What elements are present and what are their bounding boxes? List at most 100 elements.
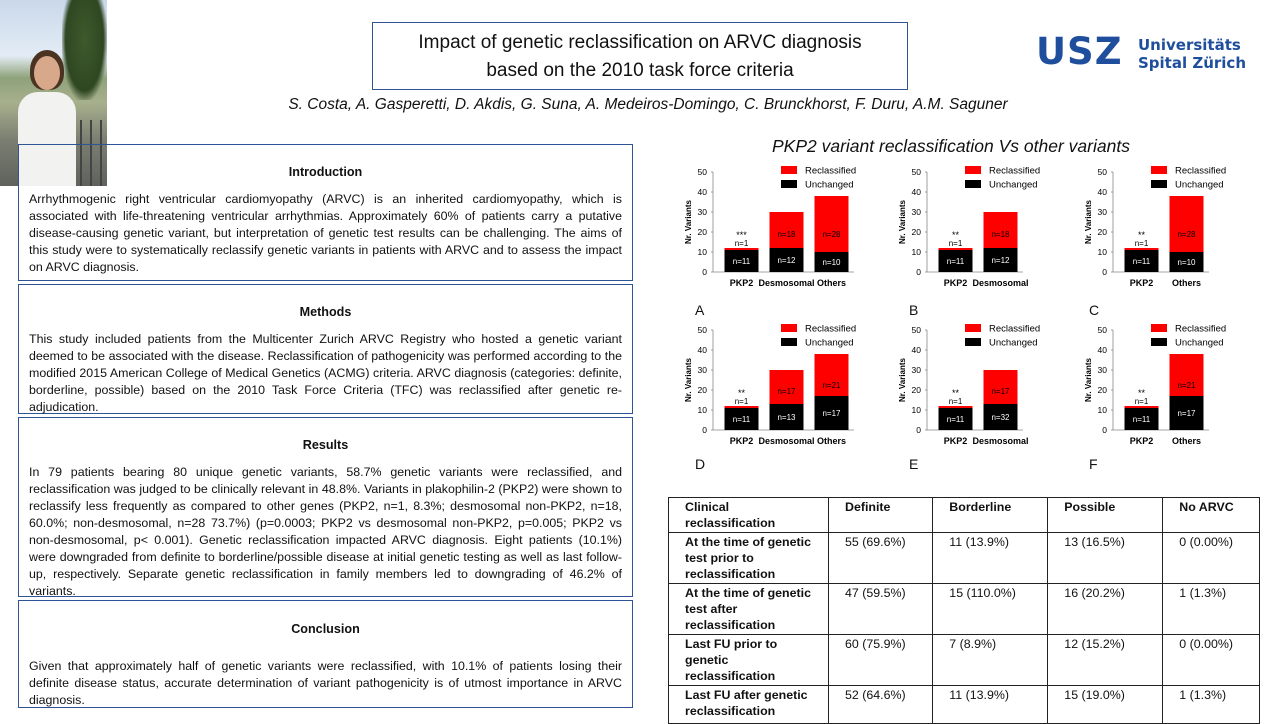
bar-reclassified bbox=[983, 370, 1018, 404]
results-heading: Results bbox=[302, 438, 349, 452]
y-tick-label: 0 bbox=[1102, 425, 1107, 435]
data-label-unchanged: n=13 bbox=[777, 413, 796, 422]
y-tick-label: 10 bbox=[698, 405, 708, 415]
table-cell: 0 (0.00%) bbox=[1162, 532, 1260, 584]
table-header: Clinical reclassification bbox=[668, 497, 829, 533]
y-tick-label: 40 bbox=[1098, 345, 1108, 355]
bar-reclassified bbox=[724, 406, 759, 408]
logo-line-2: Spital Zürich bbox=[1138, 54, 1247, 72]
bar-reclassified bbox=[814, 354, 849, 396]
y-axis-title: Nr. Variants bbox=[898, 357, 907, 402]
table-cell: 7 (8.9%) bbox=[932, 634, 1049, 686]
y-tick-label: 0 bbox=[916, 267, 921, 277]
y-tick-label: 20 bbox=[698, 385, 708, 395]
legend-label-unchanged: Unchanged bbox=[805, 338, 854, 349]
data-label-unchanged: n=10 bbox=[1177, 258, 1196, 267]
y-tick-label: 50 bbox=[912, 167, 922, 177]
table-cell: 12 (15.2%) bbox=[1047, 634, 1164, 686]
legend-label-unchanged: Unchanged bbox=[1175, 338, 1224, 349]
title-line-1: Impact of genetic reclassification on AR… bbox=[418, 32, 862, 53]
y-tick-label: 50 bbox=[1098, 167, 1108, 177]
table-header: Borderline bbox=[932, 497, 1049, 533]
y-tick-label: 50 bbox=[912, 325, 922, 335]
y-tick-label: 10 bbox=[912, 247, 922, 257]
x-tick-label: PKP2 bbox=[1130, 278, 1154, 288]
data-label-reclassified: n=1 bbox=[735, 397, 749, 406]
y-tick-label: 30 bbox=[1098, 365, 1108, 375]
y-axis-title: Nr. Variants bbox=[1084, 357, 1093, 402]
y-tick-label: 50 bbox=[698, 325, 708, 335]
legend-label-reclassified: Reclassified bbox=[805, 324, 856, 335]
conclusion-heading: Conclusion bbox=[291, 622, 360, 636]
significance-annotation: ** bbox=[952, 388, 960, 398]
bar-reclassified bbox=[1124, 248, 1159, 250]
significance-annotation: ** bbox=[1138, 388, 1146, 398]
bar-reclassified bbox=[1169, 354, 1204, 396]
data-label-unchanged: n=10 bbox=[822, 258, 841, 267]
data-label-reclassified: n=18 bbox=[777, 230, 796, 239]
usz-logo: USZ Universitäts Spital Zürich bbox=[1036, 30, 1251, 74]
table-cell: 1 (1.3%) bbox=[1162, 583, 1260, 635]
y-tick-label: 30 bbox=[698, 207, 708, 217]
panel-letter-b: B bbox=[909, 302, 919, 318]
bar-unchanged bbox=[814, 396, 849, 430]
panel-letter-a: A bbox=[695, 302, 705, 318]
y-tick-label: 20 bbox=[1098, 227, 1108, 237]
legend-swatch-reclassified bbox=[965, 324, 981, 332]
logo-main: USZ bbox=[1036, 30, 1123, 73]
x-tick-label: PKP2 bbox=[1130, 436, 1154, 446]
y-tick-label: 0 bbox=[1102, 267, 1107, 277]
introduction-heading: Introduction bbox=[288, 165, 363, 179]
y-tick-label: 20 bbox=[698, 227, 708, 237]
bar-unchanged bbox=[724, 408, 759, 430]
y-tick-label: 30 bbox=[912, 365, 922, 375]
poster-title: Impact of genetic reclassification on AR… bbox=[372, 22, 908, 90]
chart-panel-c: 0 10 20 30 40 50 Nr. Variants n=11 n=1** PKP2 n=10… bbox=[1084, 166, 1226, 289]
legend-swatch-unchanged bbox=[781, 338, 797, 346]
bar-reclassified bbox=[1169, 196, 1204, 252]
x-tick-label: Others bbox=[1172, 278, 1201, 288]
table-cell: 47 (59.5%) bbox=[827, 583, 934, 635]
x-tick-label: Desmosomal bbox=[972, 278, 1028, 288]
presenter-photo bbox=[0, 0, 107, 186]
bar-unchanged bbox=[1124, 408, 1159, 430]
chart-panel-a: 0 10 20 30 40 50 Nr. Variants n=11 n=1*** PKP2 n=1… bbox=[684, 166, 856, 289]
table-cell: 15 (110.0%) bbox=[932, 583, 1049, 635]
bar-reclassified bbox=[938, 248, 973, 250]
table-header: No ARVC bbox=[1162, 497, 1260, 533]
table-header: Definite bbox=[827, 497, 934, 533]
panel-letter-f: F bbox=[1089, 456, 1098, 472]
data-label-unchanged: n=12 bbox=[991, 256, 1010, 265]
x-tick-label: Desmosomal bbox=[758, 278, 814, 288]
legend-label-reclassified: Reclassified bbox=[1175, 324, 1226, 335]
logo-line-1: Universitäts bbox=[1138, 36, 1241, 54]
title-line-2: based on the 2010 task force criteria bbox=[486, 60, 794, 81]
data-label-reclassified: n=1 bbox=[1135, 397, 1149, 406]
logo-subtitle: Universitäts Spital Zürich bbox=[1138, 36, 1246, 72]
bar-unchanged bbox=[769, 248, 804, 272]
legend-swatch-reclassified bbox=[1151, 324, 1167, 332]
photo-person-head bbox=[34, 56, 60, 90]
table-header-row: Clinical reclassification Definite Borde… bbox=[668, 497, 1260, 533]
charts-heading: PKP2 variant reclassification Vs other v… bbox=[772, 136, 1130, 156]
conclusion-section: Conclusion Given that approximately half… bbox=[18, 600, 633, 708]
data-label-reclassified: n=17 bbox=[777, 387, 796, 396]
table-row-label: Last FU after genetic reclassification bbox=[668, 685, 829, 724]
x-tick-label: Others bbox=[817, 436, 846, 446]
x-tick-label: Others bbox=[817, 278, 846, 288]
y-tick-label: 30 bbox=[912, 207, 922, 217]
data-label-unchanged: n=17 bbox=[822, 409, 841, 418]
methods-heading: Methods bbox=[299, 305, 352, 319]
y-tick-label: 20 bbox=[912, 385, 922, 395]
data-label-unchanged: n=11 bbox=[947, 257, 965, 266]
bar-reclassified bbox=[983, 212, 1018, 248]
introduction-section: Introduction Arrhythmogenic right ventri… bbox=[18, 144, 633, 281]
x-tick-label: PKP2 bbox=[944, 278, 968, 288]
legend-label-reclassified: Reclassified bbox=[1175, 166, 1226, 177]
legend-label-reclassified: Reclassified bbox=[805, 166, 856, 177]
table-cell: 60 (75.9%) bbox=[827, 634, 934, 686]
results-section: Results In 79 patients bearing 80 unique… bbox=[18, 417, 633, 598]
chart-panel-d: 0 10 20 30 40 50 Nr. Variants n=11 n=1** PKP2 n=13… bbox=[684, 324, 856, 447]
bar-unchanged bbox=[814, 252, 849, 272]
significance-annotation: ** bbox=[1138, 230, 1146, 240]
